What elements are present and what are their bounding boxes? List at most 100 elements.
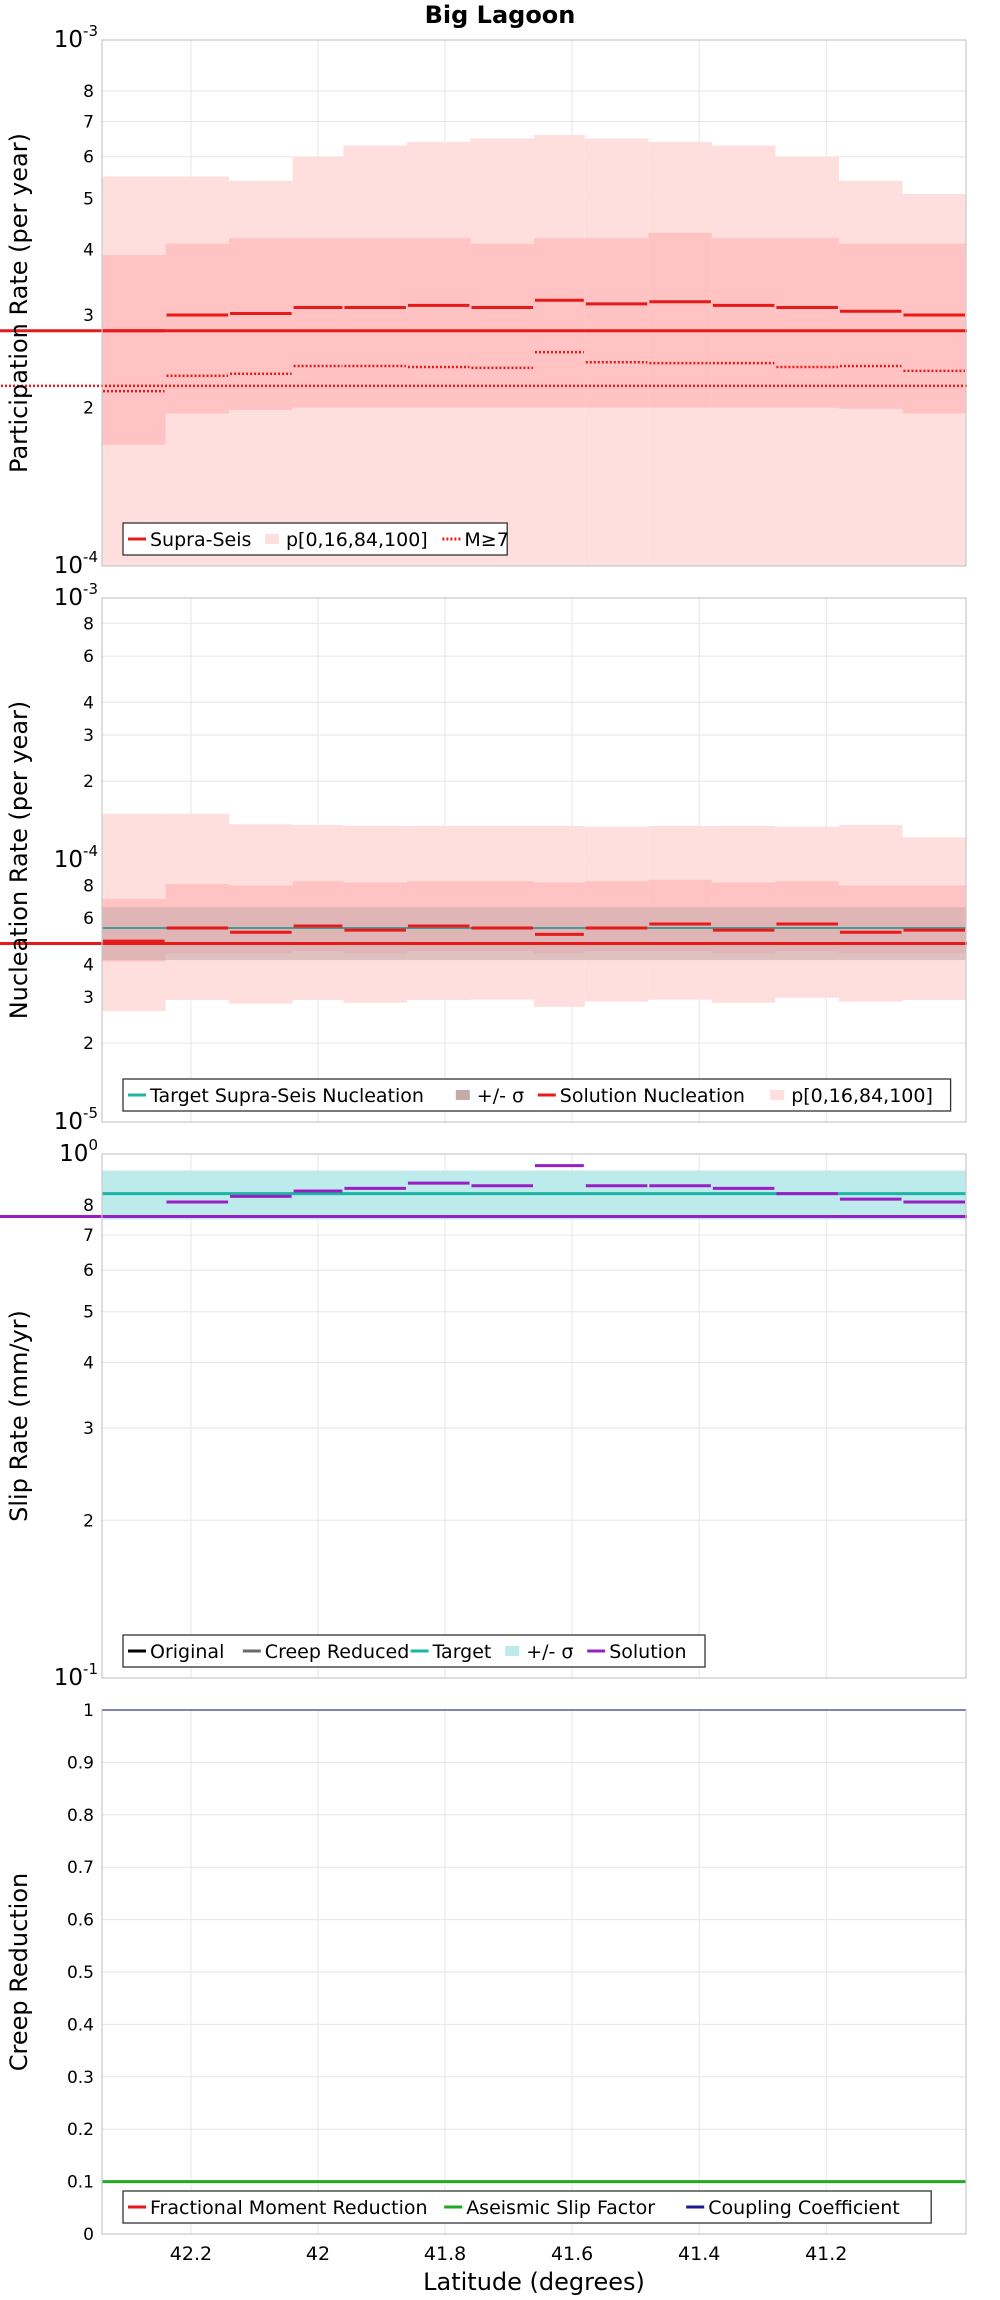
y-tick-label: 4 — [83, 1354, 94, 1374]
y-tick-label: 10-3 — [54, 22, 98, 53]
y-tick-label: 7 — [83, 1226, 94, 1246]
y-tick-label: 0.6 — [67, 1911, 94, 1931]
x-tick-label: 42.2 — [170, 2243, 212, 2265]
legend-label: Target Supra-Seis Nucleation — [149, 1085, 424, 1107]
legend-label: Supra-Seis — [150, 529, 251, 551]
y-axis-label: Participation Rate (per year) — [5, 133, 33, 473]
percentile-band-inner — [406, 238, 471, 408]
y-tick-label: 6 — [83, 909, 94, 929]
y-tick-exponent: -5 — [83, 1104, 98, 1122]
y-tick-label: 2 — [83, 772, 94, 792]
legend-label: +/- σ — [477, 1085, 524, 1107]
y-tick-label: 3 — [83, 726, 94, 746]
legend-label: Target — [432, 1641, 492, 1663]
y-tick-label: 100 — [59, 1136, 98, 1167]
y-tick-label: 8 — [83, 1196, 94, 1216]
legend-label: p[0,16,84,100] — [286, 529, 428, 551]
y-tick-label: 0.8 — [67, 1806, 94, 1826]
y-tick-base: 10 — [54, 585, 83, 611]
legend-swatch — [505, 1646, 520, 1656]
legend-label: Original — [150, 1641, 224, 1663]
y-tick-base: 10 — [54, 553, 83, 579]
plot-frame — [101, 1153, 967, 1679]
legend-box — [122, 2190, 932, 2224]
percentile-band-inner — [648, 232, 712, 408]
legend-label: Solution — [609, 1641, 686, 1663]
y-tick-label: 1 — [83, 1701, 94, 1721]
y-tick-label: 0.3 — [67, 2068, 94, 2088]
legend: Original Creep Reduced Target +/- σ Solution — [122, 1634, 706, 1668]
y-tick-label: 8 — [83, 82, 94, 102]
plot-frame — [101, 597, 967, 1123]
y-tick-label: 6 — [83, 647, 94, 667]
legend: Fractional Moment Reduction Aseismic Slip… — [122, 2190, 932, 2224]
y-tick-base: 10 — [54, 1109, 83, 1135]
y-tick-exponent: -3 — [83, 580, 98, 598]
y-axis-label: Slip Rate (mm/yr) — [5, 1310, 33, 1522]
y-tick-label: 0.1 — [67, 2173, 94, 2193]
y-tick-base: 10 — [54, 1665, 83, 1691]
percentile-band-inner — [775, 238, 839, 408]
legend: Supra-Seis p[0,16,84,100] M≥7 — [122, 522, 509, 556]
legend-swatch — [265, 534, 279, 544]
percentile-band-inner — [711, 238, 776, 408]
percentile-band-inner — [165, 243, 230, 414]
y-axis-label: Nucleation Rate (per year) — [5, 701, 33, 1020]
plot-frame — [101, 39, 967, 567]
legend: Target Supra-Seis Nucleation +/- σ Solutio… — [122, 1078, 952, 1112]
y-tick-label: 0.7 — [67, 1858, 94, 1878]
percentile-band-inner — [343, 238, 407, 408]
legend-label: M≥7 — [464, 529, 508, 551]
x-tick-label: 41.2 — [805, 2243, 847, 2265]
y-tick-label: 2 — [83, 1034, 94, 1054]
legend-swatch — [455, 1090, 470, 1100]
y-tick-label: 6 — [83, 1261, 94, 1281]
legend-swatch — [770, 1090, 785, 1100]
y-tick-exponent: -4 — [83, 842, 98, 860]
y-tick-label: 3 — [83, 306, 94, 326]
y-tick-label: 3 — [83, 1419, 94, 1439]
legend-label: +/- σ — [526, 1641, 573, 1663]
y-tick-label: 2 — [83, 399, 94, 419]
y-tick-base: 10 — [54, 27, 83, 53]
y-tick-label: 10-3 — [54, 580, 98, 611]
percentile-band-inner — [584, 238, 649, 408]
y-tick-label: 0.4 — [67, 2015, 94, 2035]
y-tick-label: 3 — [83, 988, 94, 1008]
x-tick-label: 41.6 — [551, 2243, 593, 2265]
y-tick-label: 4 — [83, 693, 94, 713]
y-tick-label: 0.2 — [67, 2120, 94, 2140]
percentile-band-inner — [470, 243, 534, 408]
y-tick-label: 5 — [83, 189, 94, 209]
y-tick-label: 0.9 — [67, 1753, 94, 1773]
percentile-band-inner — [838, 243, 903, 409]
y-tick-label: 6 — [83, 148, 94, 168]
x-tick-label: 42 — [306, 2243, 330, 2265]
y-axis-label: Creep Reduction — [5, 1873, 33, 2071]
y-tick-label: 8 — [83, 614, 94, 634]
y-tick-label: 2 — [83, 1511, 94, 1531]
y-tick-label: 5 — [83, 1303, 94, 1323]
y-tick-label: 8 — [83, 876, 94, 896]
y-tick-base: 10 — [59, 1141, 88, 1167]
y-tick-label: 10-1 — [54, 1660, 98, 1691]
percentile-band-inner — [229, 238, 293, 410]
legend-label: Aseismic Slip Factor — [466, 2197, 655, 2219]
x-tick-label: 41.8 — [424, 2243, 466, 2265]
percentile-band-inner — [292, 238, 344, 408]
y-tick-exponent: 0 — [88, 1136, 98, 1154]
legend-label: Creep Reduced — [265, 1641, 409, 1663]
y-tick-exponent: -4 — [83, 548, 98, 566]
x-axis-label: Latitude (degrees) — [423, 2268, 645, 2296]
legend-box — [122, 1078, 952, 1112]
y-tick-label: 10-4 — [54, 548, 98, 579]
legend-label: Solution Nucleation — [560, 1085, 745, 1107]
y-tick-label: 0 — [83, 2225, 94, 2245]
y-tick-exponent: -1 — [83, 1660, 98, 1678]
chart-title: Big Lagoon — [425, 1, 576, 29]
y-tick-label: 7 — [83, 112, 94, 132]
y-tick-label: 10-5 — [54, 1104, 98, 1135]
